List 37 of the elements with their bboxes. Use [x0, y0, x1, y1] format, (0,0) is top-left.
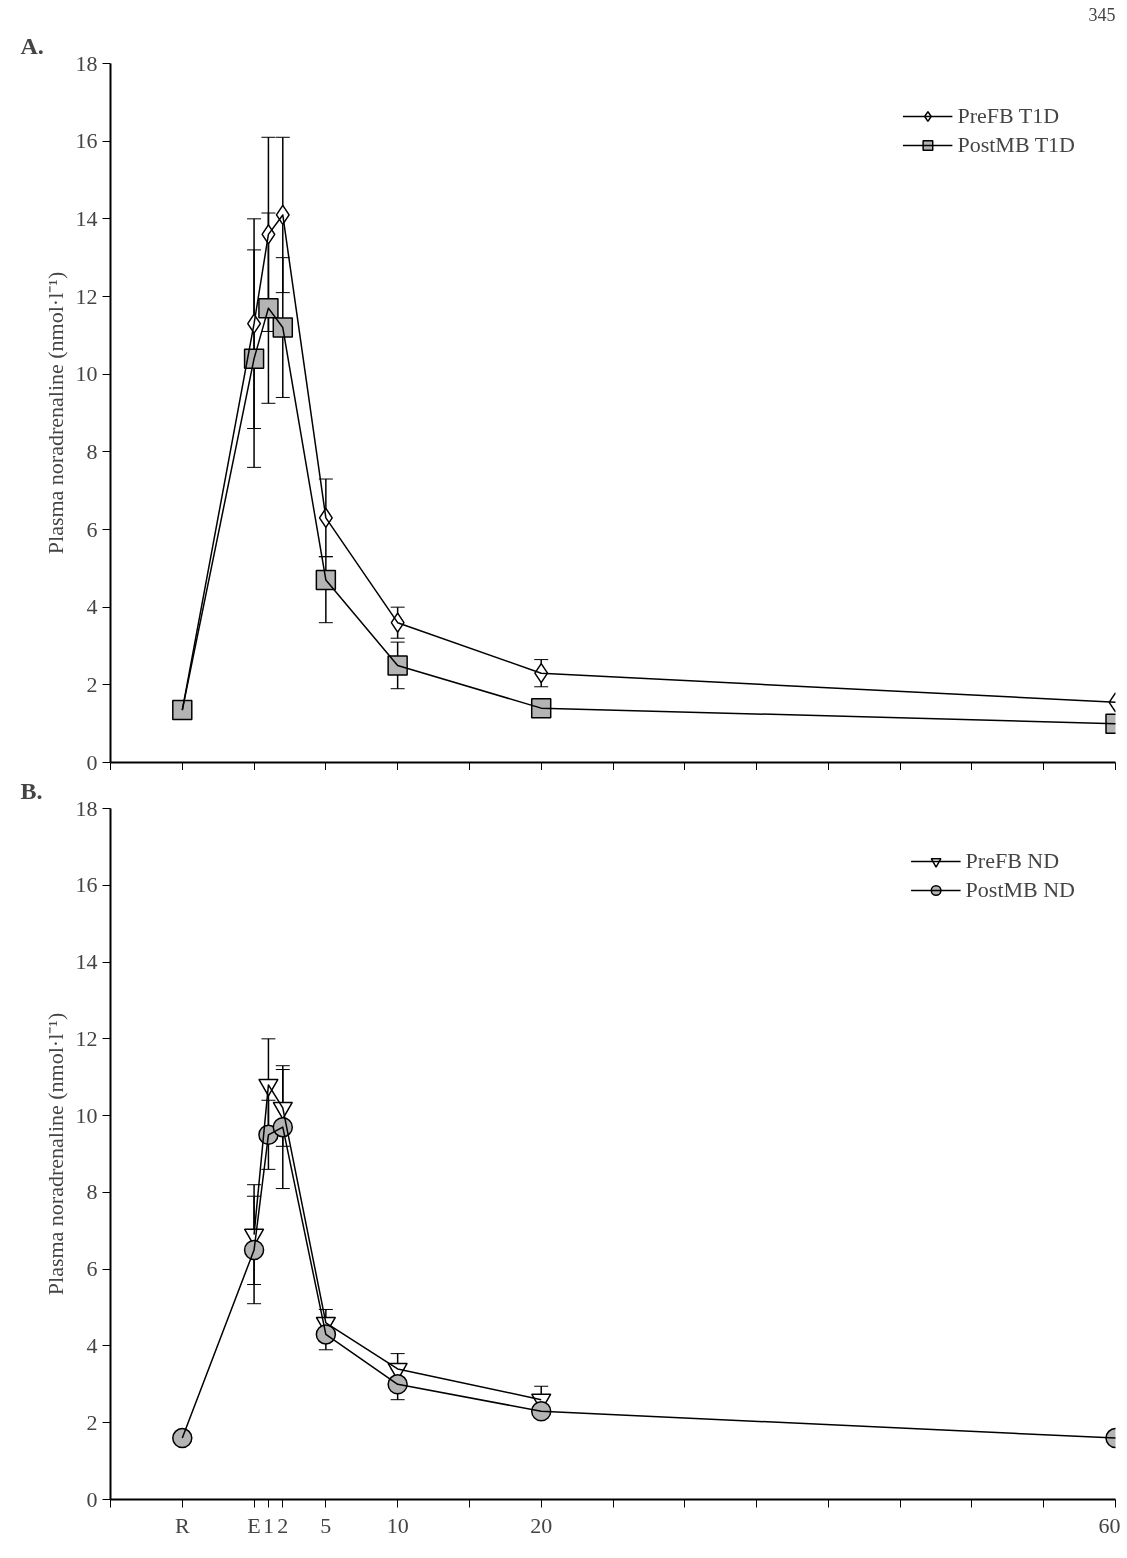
- y-tick-label: 6: [86, 516, 98, 542]
- x-tick-label: E: [247, 1512, 261, 1538]
- y-tick-label: 0: [86, 749, 98, 775]
- chart-title: A.: [20, 32, 44, 59]
- y-tick-label: 14: [75, 949, 98, 975]
- legend-label: PreFB T1D: [957, 103, 1060, 129]
- y-tick-label: 18: [75, 795, 98, 821]
- y-axis-title: Plasma noradrenaline (nmol·l⁻¹): [42, 271, 68, 555]
- y-tick-label: 8: [86, 438, 98, 464]
- x-tick-label: 1: [262, 1512, 274, 1538]
- y-tick-label: 16: [75, 872, 98, 898]
- y-tick-label: 2: [86, 671, 98, 697]
- y-tick-label: 10: [75, 1102, 98, 1128]
- x-tick-label: 5: [320, 1512, 332, 1538]
- x-tick-label: R: [174, 1512, 190, 1538]
- y-tick-label: 10: [75, 361, 98, 387]
- y-tick-label: 18: [75, 50, 98, 76]
- y-tick-label: 12: [75, 283, 98, 309]
- y-tick-label: 0: [86, 1486, 98, 1512]
- legend-label: PreFB ND: [965, 848, 1060, 874]
- y-tick-label: 8: [86, 1179, 98, 1205]
- legend-label: PostMB T1D: [957, 132, 1075, 158]
- y-axis-title: Plasma noradrenaline (nmol·l⁻¹): [42, 1012, 68, 1296]
- x-tick-label: 20: [530, 1512, 553, 1538]
- x-tick-label: 60: [1098, 1512, 1121, 1538]
- chart-title: B.: [20, 777, 43, 804]
- y-tick-label: 14: [75, 205, 98, 231]
- y-tick-label: 4: [86, 594, 98, 620]
- y-tick-label: 12: [75, 1025, 98, 1051]
- x-tick-label: 10: [386, 1512, 409, 1538]
- y-tick-label: 4: [86, 1332, 98, 1358]
- legend-label: PostMB ND: [965, 877, 1075, 903]
- y-tick-label: 16: [75, 128, 98, 154]
- text: 345: [1088, 4, 1116, 25]
- y-tick-label: 6: [86, 1256, 98, 1282]
- y-tick-label: 2: [86, 1409, 98, 1435]
- x-tick-label: 2: [277, 1512, 289, 1538]
